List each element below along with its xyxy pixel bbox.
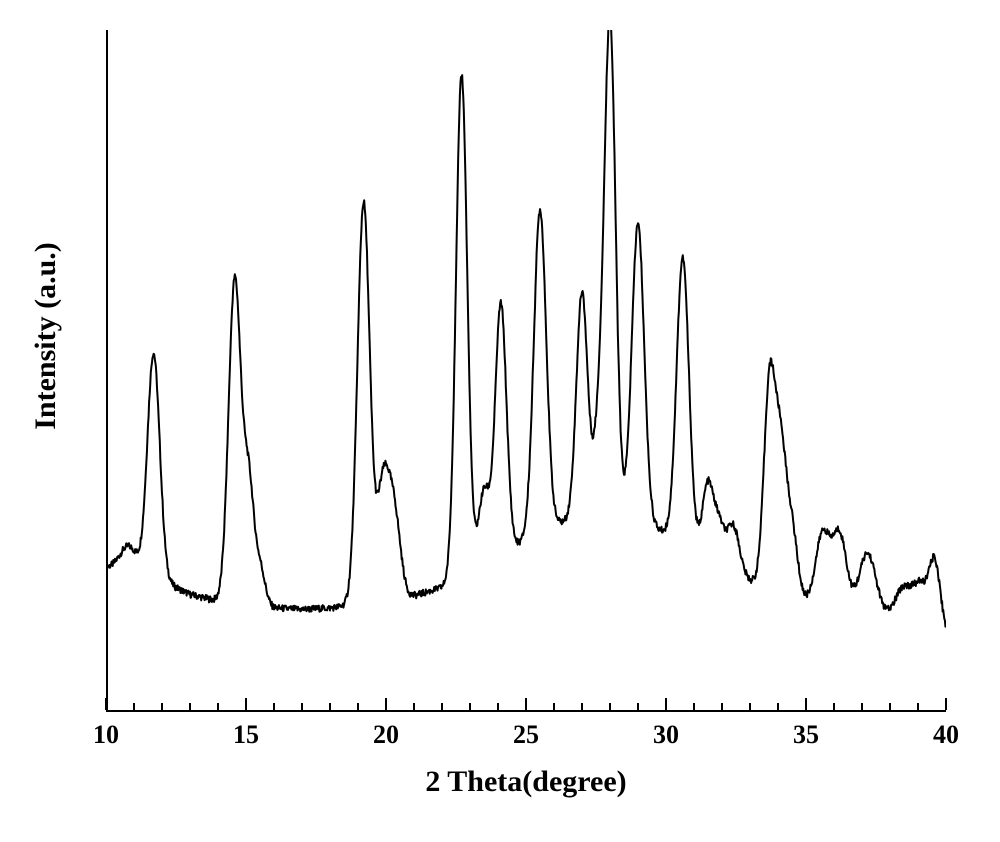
xrd-line-plot — [106, 30, 946, 710]
x-tick-label: 25 — [513, 720, 539, 750]
x-tick-minor — [637, 703, 639, 710]
x-tick-minor — [721, 703, 723, 710]
x-tick-minor — [161, 703, 163, 710]
x-tick-major — [525, 698, 527, 710]
x-tick-major — [945, 698, 947, 710]
x-tick-major — [385, 698, 387, 710]
x-tick-minor — [189, 703, 191, 710]
y-axis-label: Intensity (a.u.) — [29, 242, 63, 430]
x-tick-minor — [889, 703, 891, 710]
x-tick-minor — [217, 703, 219, 710]
xrd-series — [106, 30, 946, 627]
x-tick-minor — [329, 703, 331, 710]
x-tick-label: 30 — [653, 720, 679, 750]
xrd-figure: 10 15 20 25 30 35 40 Intensity (a.u.) 2 Theta(… — [0, 0, 1000, 842]
x-tick-minor — [749, 703, 751, 710]
x-axis — [106, 710, 946, 712]
x-tick-minor — [693, 703, 695, 710]
x-tick-minor — [273, 703, 275, 710]
x-axis-label: 2 Theta(degree) — [425, 765, 626, 799]
x-tick-minor — [833, 703, 835, 710]
x-tick-major — [245, 698, 247, 710]
x-tick-minor — [133, 703, 135, 710]
x-tick-minor — [581, 703, 583, 710]
x-tick-minor — [301, 703, 303, 710]
y-axis — [106, 30, 108, 712]
x-tick-major — [665, 698, 667, 710]
x-tick-minor — [413, 703, 415, 710]
x-tick-major — [805, 698, 807, 710]
x-tick-minor — [609, 703, 611, 710]
x-tick-major — [105, 698, 107, 710]
x-tick-minor — [441, 703, 443, 710]
x-tick-label: 40 — [933, 720, 959, 750]
x-tick-minor — [497, 703, 499, 710]
x-tick-label: 20 — [373, 720, 399, 750]
x-tick-minor — [777, 703, 779, 710]
x-tick-label: 15 — [233, 720, 259, 750]
x-tick-minor — [357, 703, 359, 710]
x-tick-minor — [469, 703, 471, 710]
x-tick-minor — [917, 703, 919, 710]
plot-area — [106, 30, 946, 710]
x-tick-minor — [861, 703, 863, 710]
x-tick-label: 35 — [793, 720, 819, 750]
x-tick-label: 10 — [93, 720, 119, 750]
x-tick-minor — [553, 703, 555, 710]
